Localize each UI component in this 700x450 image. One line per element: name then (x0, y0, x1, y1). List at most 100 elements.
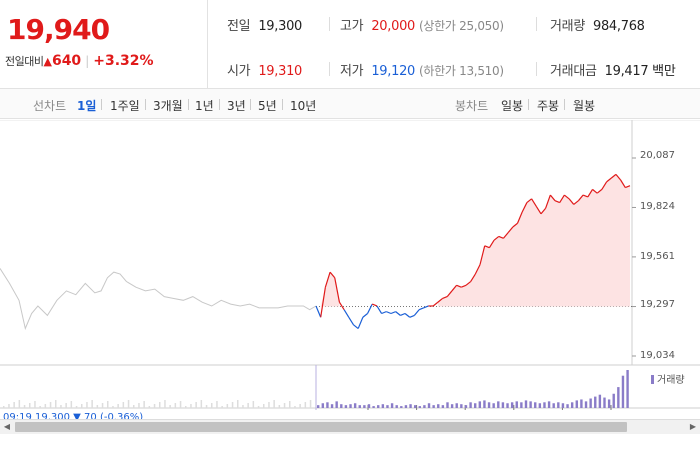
price-segment (606, 177, 612, 183)
volume-bar (386, 405, 389, 408)
price-segment (320, 287, 326, 318)
volume-bar (506, 403, 509, 408)
volume-bar (174, 403, 177, 408)
change-label: 전일대비 (5, 55, 44, 68)
price-segment (474, 264, 481, 275)
volume-bar (603, 397, 606, 408)
price-segment (353, 324, 359, 330)
price-segment (615, 173, 622, 181)
volume-bar (423, 405, 426, 408)
volume-bar (381, 404, 385, 408)
candle-monthly[interactable]: 월봉 (573, 99, 596, 113)
volume-bar (492, 403, 495, 408)
volume-bar (179, 401, 182, 408)
volume-bar (552, 403, 555, 408)
y-tick-label: 19,297 (640, 299, 675, 310)
price-segment (535, 206, 542, 215)
volume-bar (237, 400, 239, 408)
volume-bar (133, 405, 135, 408)
volume-bar (478, 401, 482, 408)
scroll-thumb[interactable] (15, 422, 627, 432)
volume-bar (294, 406, 296, 408)
divider (101, 99, 102, 110)
period-1w[interactable]: 1주일 (110, 99, 140, 113)
volume-bar (107, 401, 109, 408)
volume-bar (497, 401, 500, 408)
scroll-left-icon[interactable]: ◀ (3, 422, 11, 431)
volume-bar (185, 406, 187, 408)
period-1d[interactable]: 1일 (77, 99, 97, 113)
candle-daily[interactable]: 일봉 (501, 99, 524, 113)
volume-bar (446, 402, 449, 408)
volume-bar (252, 401, 255, 408)
horizontal-scrollbar[interactable]: ◀ ▶ (0, 419, 700, 434)
price-segment (493, 235, 500, 241)
candle-weekly[interactable]: 주봉 (537, 99, 560, 113)
volume-bar (44, 404, 47, 408)
stat-label: 시가 (227, 64, 251, 79)
volume-bar (138, 403, 140, 408)
volume-bar (330, 404, 334, 408)
price-segment (418, 307, 425, 311)
y-tick-label: 19,034 (640, 350, 675, 361)
period-3m[interactable]: 3개월 (153, 99, 183, 113)
stat-label: 전일 (227, 19, 251, 34)
volume-bar (367, 404, 371, 408)
volume-bar (231, 402, 234, 408)
volume-bar (117, 404, 119, 408)
prev-day-line (0, 268, 317, 331)
volume-bar (441, 405, 445, 408)
price-segment (545, 194, 551, 209)
period-10y[interactable]: 10년 (290, 99, 317, 113)
stat-label: 거래량 (550, 19, 585, 34)
volume-bar (273, 400, 275, 408)
price-segment (446, 290, 453, 297)
volume-bar (283, 403, 286, 408)
period-5y[interactable]: 5년 (258, 99, 277, 113)
price-segment (324, 271, 331, 288)
price-segment (432, 301, 439, 307)
quote-header: 19,940 전일대비▲640 | +3.32% 전일 19,300 고가 20,000… (0, 0, 700, 89)
volume-bar (575, 400, 578, 408)
volume-bar (617, 387, 620, 408)
volume-legend: 거래량 (651, 371, 685, 386)
price-segment (451, 284, 458, 292)
divider (536, 17, 537, 31)
volume-bar (211, 403, 213, 408)
volume-bar (372, 406, 375, 408)
scroll-right-icon[interactable]: ▶ (689, 422, 697, 431)
period-3y[interactable]: 3년 (227, 99, 246, 113)
volume-bar (561, 403, 565, 408)
stat-high: 고가 20,000 (상한가 25,050) (340, 15, 504, 34)
divider (536, 62, 537, 76)
price-box: 19,940 전일대비▲640 | +3.32% (0, 0, 208, 89)
volume-bar (153, 404, 156, 408)
volume-bar (321, 403, 325, 408)
volume-bar (18, 400, 21, 408)
volume-bar (39, 406, 41, 408)
price-segment (470, 273, 476, 282)
stat-value: 19,310 (258, 64, 303, 79)
period-1y[interactable]: 1년 (195, 99, 214, 113)
volume-bar (353, 403, 357, 408)
volume-bar (34, 401, 36, 408)
price-segment (559, 194, 565, 203)
stat-value: 19,300 (258, 19, 303, 34)
stat-label: 거래대금 (550, 64, 597, 79)
stat-label: 고가 (340, 19, 364, 34)
volume-bar (510, 402, 514, 408)
divider (145, 99, 146, 110)
stat-volume: 거래량 984,768 (550, 15, 645, 34)
volume-bar (304, 402, 307, 408)
volume-bar (60, 405, 62, 408)
stat-value: 19,417 백만 (604, 64, 676, 79)
volume-bar (455, 403, 458, 408)
volume-bar (299, 404, 301, 408)
price-segment (404, 313, 411, 318)
volume-bar (547, 401, 551, 408)
price-chart[interactable] (0, 120, 700, 410)
volume-bar (29, 403, 31, 408)
volume-bar (621, 375, 625, 408)
price-segment (596, 188, 603, 194)
volume-bar (589, 398, 592, 408)
